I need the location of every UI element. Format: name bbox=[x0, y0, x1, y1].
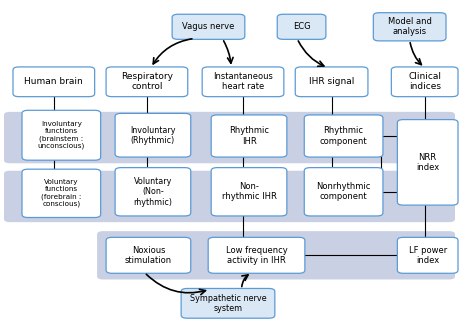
Text: ECG: ECG bbox=[293, 22, 310, 31]
Text: Rhythmic
IHR: Rhythmic IHR bbox=[229, 126, 269, 146]
Text: Noxious
stimulation: Noxious stimulation bbox=[125, 245, 172, 265]
FancyBboxPatch shape bbox=[97, 231, 455, 280]
FancyBboxPatch shape bbox=[4, 112, 455, 163]
FancyBboxPatch shape bbox=[277, 14, 326, 39]
Text: Rhythmic
component: Rhythmic component bbox=[320, 126, 367, 146]
FancyBboxPatch shape bbox=[22, 110, 100, 160]
Text: Vagus nerve: Vagus nerve bbox=[182, 22, 235, 31]
FancyBboxPatch shape bbox=[397, 120, 458, 205]
FancyBboxPatch shape bbox=[208, 237, 305, 273]
Text: Non-
rhythmic IHR: Non- rhythmic IHR bbox=[221, 182, 276, 201]
FancyBboxPatch shape bbox=[202, 67, 284, 97]
FancyBboxPatch shape bbox=[295, 67, 368, 97]
Text: Low frequency
activity in IHR: Low frequency activity in IHR bbox=[226, 245, 287, 265]
FancyBboxPatch shape bbox=[397, 237, 458, 273]
Text: Sympathetic nerve
system: Sympathetic nerve system bbox=[190, 294, 266, 313]
FancyBboxPatch shape bbox=[181, 289, 275, 318]
FancyBboxPatch shape bbox=[392, 67, 458, 97]
Text: IHR signal: IHR signal bbox=[309, 77, 354, 86]
Text: Model and
analysis: Model and analysis bbox=[388, 17, 432, 36]
Text: Voluntary
functions
(forebrain :
conscious): Voluntary functions (forebrain : conscio… bbox=[41, 179, 82, 207]
FancyBboxPatch shape bbox=[172, 14, 245, 39]
Text: Involuntary
(Rhythmic): Involuntary (Rhythmic) bbox=[130, 126, 176, 145]
FancyBboxPatch shape bbox=[211, 115, 287, 157]
Text: Instantaneous
heart rate: Instantaneous heart rate bbox=[213, 72, 273, 92]
FancyBboxPatch shape bbox=[115, 114, 191, 157]
FancyBboxPatch shape bbox=[374, 13, 446, 41]
Text: LF power
index: LF power index bbox=[409, 245, 447, 265]
Text: Clinical
indices: Clinical indices bbox=[408, 72, 441, 92]
FancyBboxPatch shape bbox=[304, 115, 383, 157]
FancyBboxPatch shape bbox=[22, 169, 100, 217]
FancyBboxPatch shape bbox=[13, 67, 95, 97]
Text: NRR
index: NRR index bbox=[416, 153, 439, 172]
FancyBboxPatch shape bbox=[106, 237, 191, 273]
FancyBboxPatch shape bbox=[4, 171, 455, 222]
Text: Voluntary
(Non-
rhythmic): Voluntary (Non- rhythmic) bbox=[133, 177, 173, 207]
FancyBboxPatch shape bbox=[211, 168, 287, 216]
FancyBboxPatch shape bbox=[115, 168, 191, 216]
Text: Involuntary
functions
(brainstem :
unconscious): Involuntary functions (brainstem : uncon… bbox=[38, 121, 85, 149]
Text: Human brain: Human brain bbox=[25, 77, 83, 86]
FancyBboxPatch shape bbox=[304, 168, 383, 216]
Text: Nonrhythmic
component: Nonrhythmic component bbox=[317, 182, 371, 201]
Text: Respiratory
control: Respiratory control bbox=[121, 72, 173, 92]
FancyBboxPatch shape bbox=[106, 67, 188, 97]
